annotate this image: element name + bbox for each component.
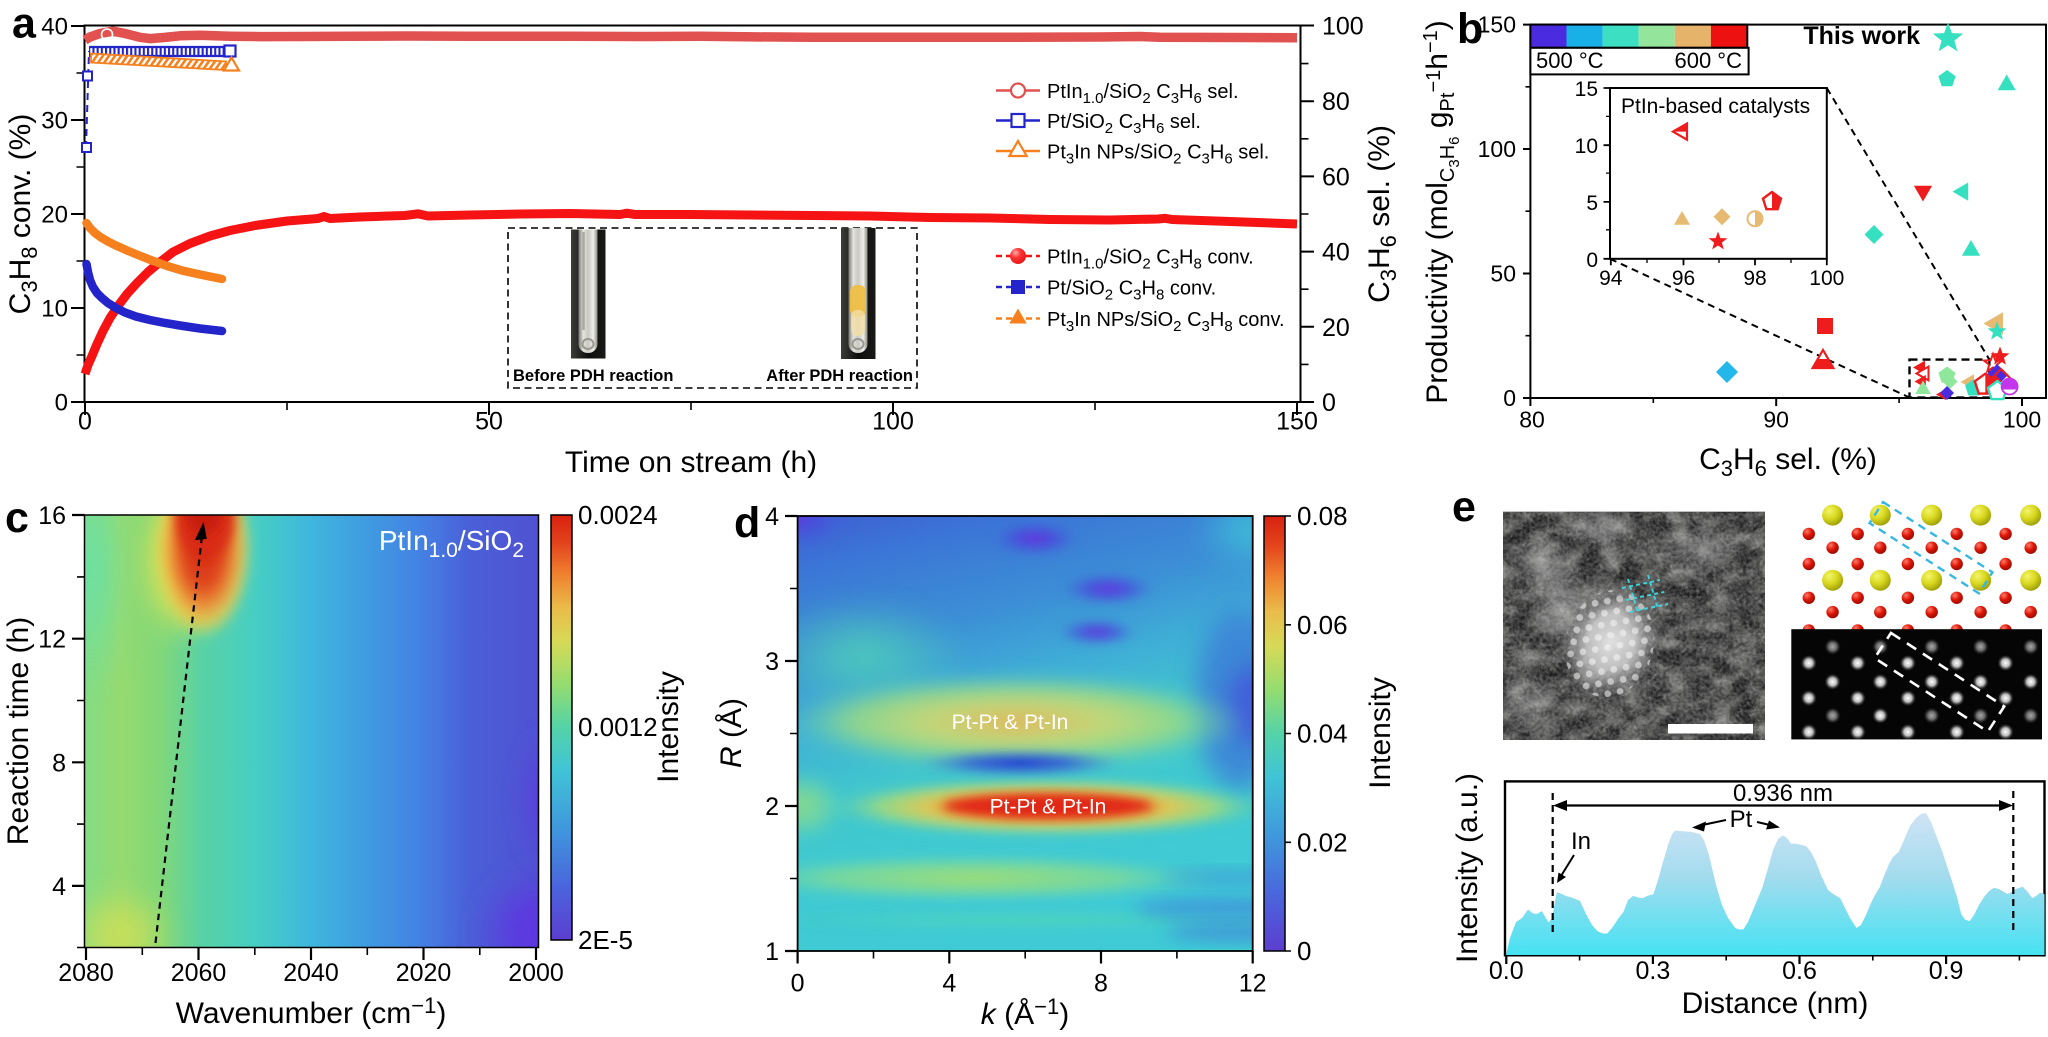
svg-text:d: d: [734, 499, 760, 547]
svg-text:50: 50: [475, 408, 503, 436]
svg-text:12: 12: [38, 626, 66, 654]
svg-text:50: 50: [1490, 261, 1516, 287]
svg-text:96: 96: [1672, 267, 1695, 290]
svg-text:0: 0: [1297, 936, 1311, 966]
svg-text:1: 1: [765, 938, 779, 966]
svg-text:This work: This work: [1803, 22, 1920, 50]
svg-text:e: e: [1452, 483, 1476, 531]
svg-text:2000: 2000: [508, 959, 564, 987]
svg-text:a: a: [12, 0, 37, 48]
svg-text:0: 0: [55, 390, 68, 417]
svg-text:16: 16: [38, 502, 66, 530]
svg-text:0.9: 0.9: [1929, 957, 1964, 985]
svg-text:100: 100: [1809, 267, 1844, 290]
svg-text:500 °C: 500 °C: [1536, 48, 1604, 73]
svg-text:PtIn1.0/SiO2 C3H8 conv.: PtIn1.0/SiO2 C3H8 conv.: [1047, 247, 1254, 273]
svg-text:150: 150: [1478, 12, 1516, 38]
svg-text:0.02: 0.02: [1297, 827, 1348, 857]
svg-text:0: 0: [1322, 389, 1336, 417]
svg-text:90: 90: [1763, 407, 1789, 433]
svg-text:2040: 2040: [283, 959, 339, 987]
svg-text:c: c: [5, 494, 29, 542]
svg-text:Pt: Pt: [1730, 806, 1753, 833]
svg-text:98: 98: [1743, 267, 1766, 290]
svg-text:Distance (nm): Distance (nm): [1682, 987, 1869, 1020]
svg-text:Pt-Pt & Pt-In: Pt-Pt & Pt-In: [990, 796, 1107, 819]
svg-text:100: 100: [2003, 407, 2041, 433]
svg-text:Pt3In NPs/SiO2 C3H6 sel.: Pt3In NPs/SiO2 C3H6 sel.: [1047, 142, 1269, 168]
svg-text:8: 8: [52, 749, 66, 777]
svg-text:Pt3In NPs/SiO2 C3H8 conv.: Pt3In NPs/SiO2 C3H8 conv.: [1047, 309, 1285, 335]
svg-text:4: 4: [942, 970, 956, 998]
svg-text:40: 40: [41, 14, 68, 41]
svg-text:b: b: [1457, 5, 1483, 53]
svg-text:Pt-Pt & Pt-In: Pt-Pt & Pt-In: [952, 711, 1069, 734]
svg-text:0.04: 0.04: [1297, 719, 1348, 749]
svg-text:In: In: [1571, 828, 1591, 855]
svg-text:2E-5: 2E-5: [578, 925, 633, 955]
svg-text:Before PDH reaction: Before PDH reaction: [513, 367, 673, 385]
svg-text:10: 10: [41, 296, 68, 323]
svg-text:0.0024: 0.0024: [578, 500, 658, 530]
svg-text:R (Å): R (Å): [715, 698, 748, 768]
svg-text:3: 3: [765, 648, 779, 676]
svg-text:Intensity: Intensity: [1364, 677, 1397, 789]
svg-text:8: 8: [1094, 970, 1108, 998]
svg-text:2080: 2080: [58, 959, 114, 987]
svg-text:C3H8 conv. (%): C3H8 conv. (%): [4, 114, 42, 315]
svg-text:60: 60: [1322, 163, 1350, 191]
svg-text:PtIn-based catalysts: PtIn-based catalysts: [1621, 95, 1810, 118]
svg-text:4: 4: [765, 503, 779, 531]
svg-text:Wavenumber (cm−1): Wavenumber (cm−1): [176, 993, 447, 1030]
svg-text:k (Å−1): k (Å−1): [981, 994, 1069, 1031]
svg-text:80: 80: [1322, 88, 1350, 116]
svg-text:2: 2: [765, 793, 779, 821]
svg-text:30: 30: [41, 108, 68, 135]
svg-text:100: 100: [1322, 13, 1364, 41]
svg-text:12: 12: [1239, 970, 1267, 998]
svg-text:15: 15: [1575, 78, 1598, 101]
svg-text:PtIn1.0/SiO2 C3H6 sel.: PtIn1.0/SiO2 C3H6 sel.: [1047, 81, 1239, 107]
svg-text:5: 5: [1586, 192, 1598, 215]
svg-text:80: 80: [1519, 407, 1545, 433]
svg-text:2020: 2020: [396, 959, 452, 987]
svg-text:0: 0: [791, 970, 805, 998]
svg-text:150: 150: [1276, 408, 1318, 436]
svg-text:Intensity (a.u.): Intensity (a.u.): [1451, 773, 1484, 963]
svg-text:0.6: 0.6: [1782, 957, 1817, 985]
svg-text:0: 0: [1586, 249, 1598, 272]
svg-text:2060: 2060: [171, 959, 227, 987]
svg-text:20: 20: [1322, 314, 1350, 342]
svg-text:Time on stream (h): Time on stream (h): [565, 446, 817, 479]
svg-text:20: 20: [41, 202, 68, 229]
svg-text:Reaction time (h): Reaction time (h): [2, 617, 35, 845]
svg-text:10: 10: [1575, 135, 1598, 158]
svg-text:After PDH reaction: After PDH reaction: [766, 367, 913, 385]
svg-text:0.3: 0.3: [1636, 957, 1671, 985]
svg-text:4: 4: [52, 873, 66, 901]
svg-text:Productivity (molC3H6 gPt−1h−1: Productivity (molC3H6 gPt−1h−1): [1420, 20, 1463, 404]
svg-text:0.936 nm: 0.936 nm: [1733, 780, 1833, 807]
svg-text:Intensity: Intensity: [652, 671, 685, 783]
svg-text:0.08: 0.08: [1297, 501, 1348, 531]
svg-text:Pt/SiO2 C3H6 sel.: Pt/SiO2 C3H6 sel.: [1047, 111, 1201, 137]
svg-text:40: 40: [1322, 239, 1350, 267]
svg-text:0.06: 0.06: [1297, 610, 1348, 640]
svg-text:0.0012: 0.0012: [578, 712, 658, 742]
svg-text:0: 0: [78, 408, 92, 436]
svg-text:600 °C: 600 °C: [1674, 48, 1742, 73]
svg-text:94: 94: [1599, 267, 1623, 290]
svg-text:Pt/SiO2 C3H8 conv.: Pt/SiO2 C3H8 conv.: [1047, 278, 1216, 304]
svg-text:0: 0: [1503, 385, 1516, 411]
svg-text:C3H6 sel. (%): C3H6 sel. (%): [1699, 443, 1877, 481]
svg-text:C3H6 sel. (%): C3H6 sel. (%): [1363, 125, 1401, 303]
svg-text:0.0: 0.0: [1489, 957, 1524, 985]
svg-text:100: 100: [872, 408, 914, 436]
svg-text:100: 100: [1478, 136, 1516, 162]
